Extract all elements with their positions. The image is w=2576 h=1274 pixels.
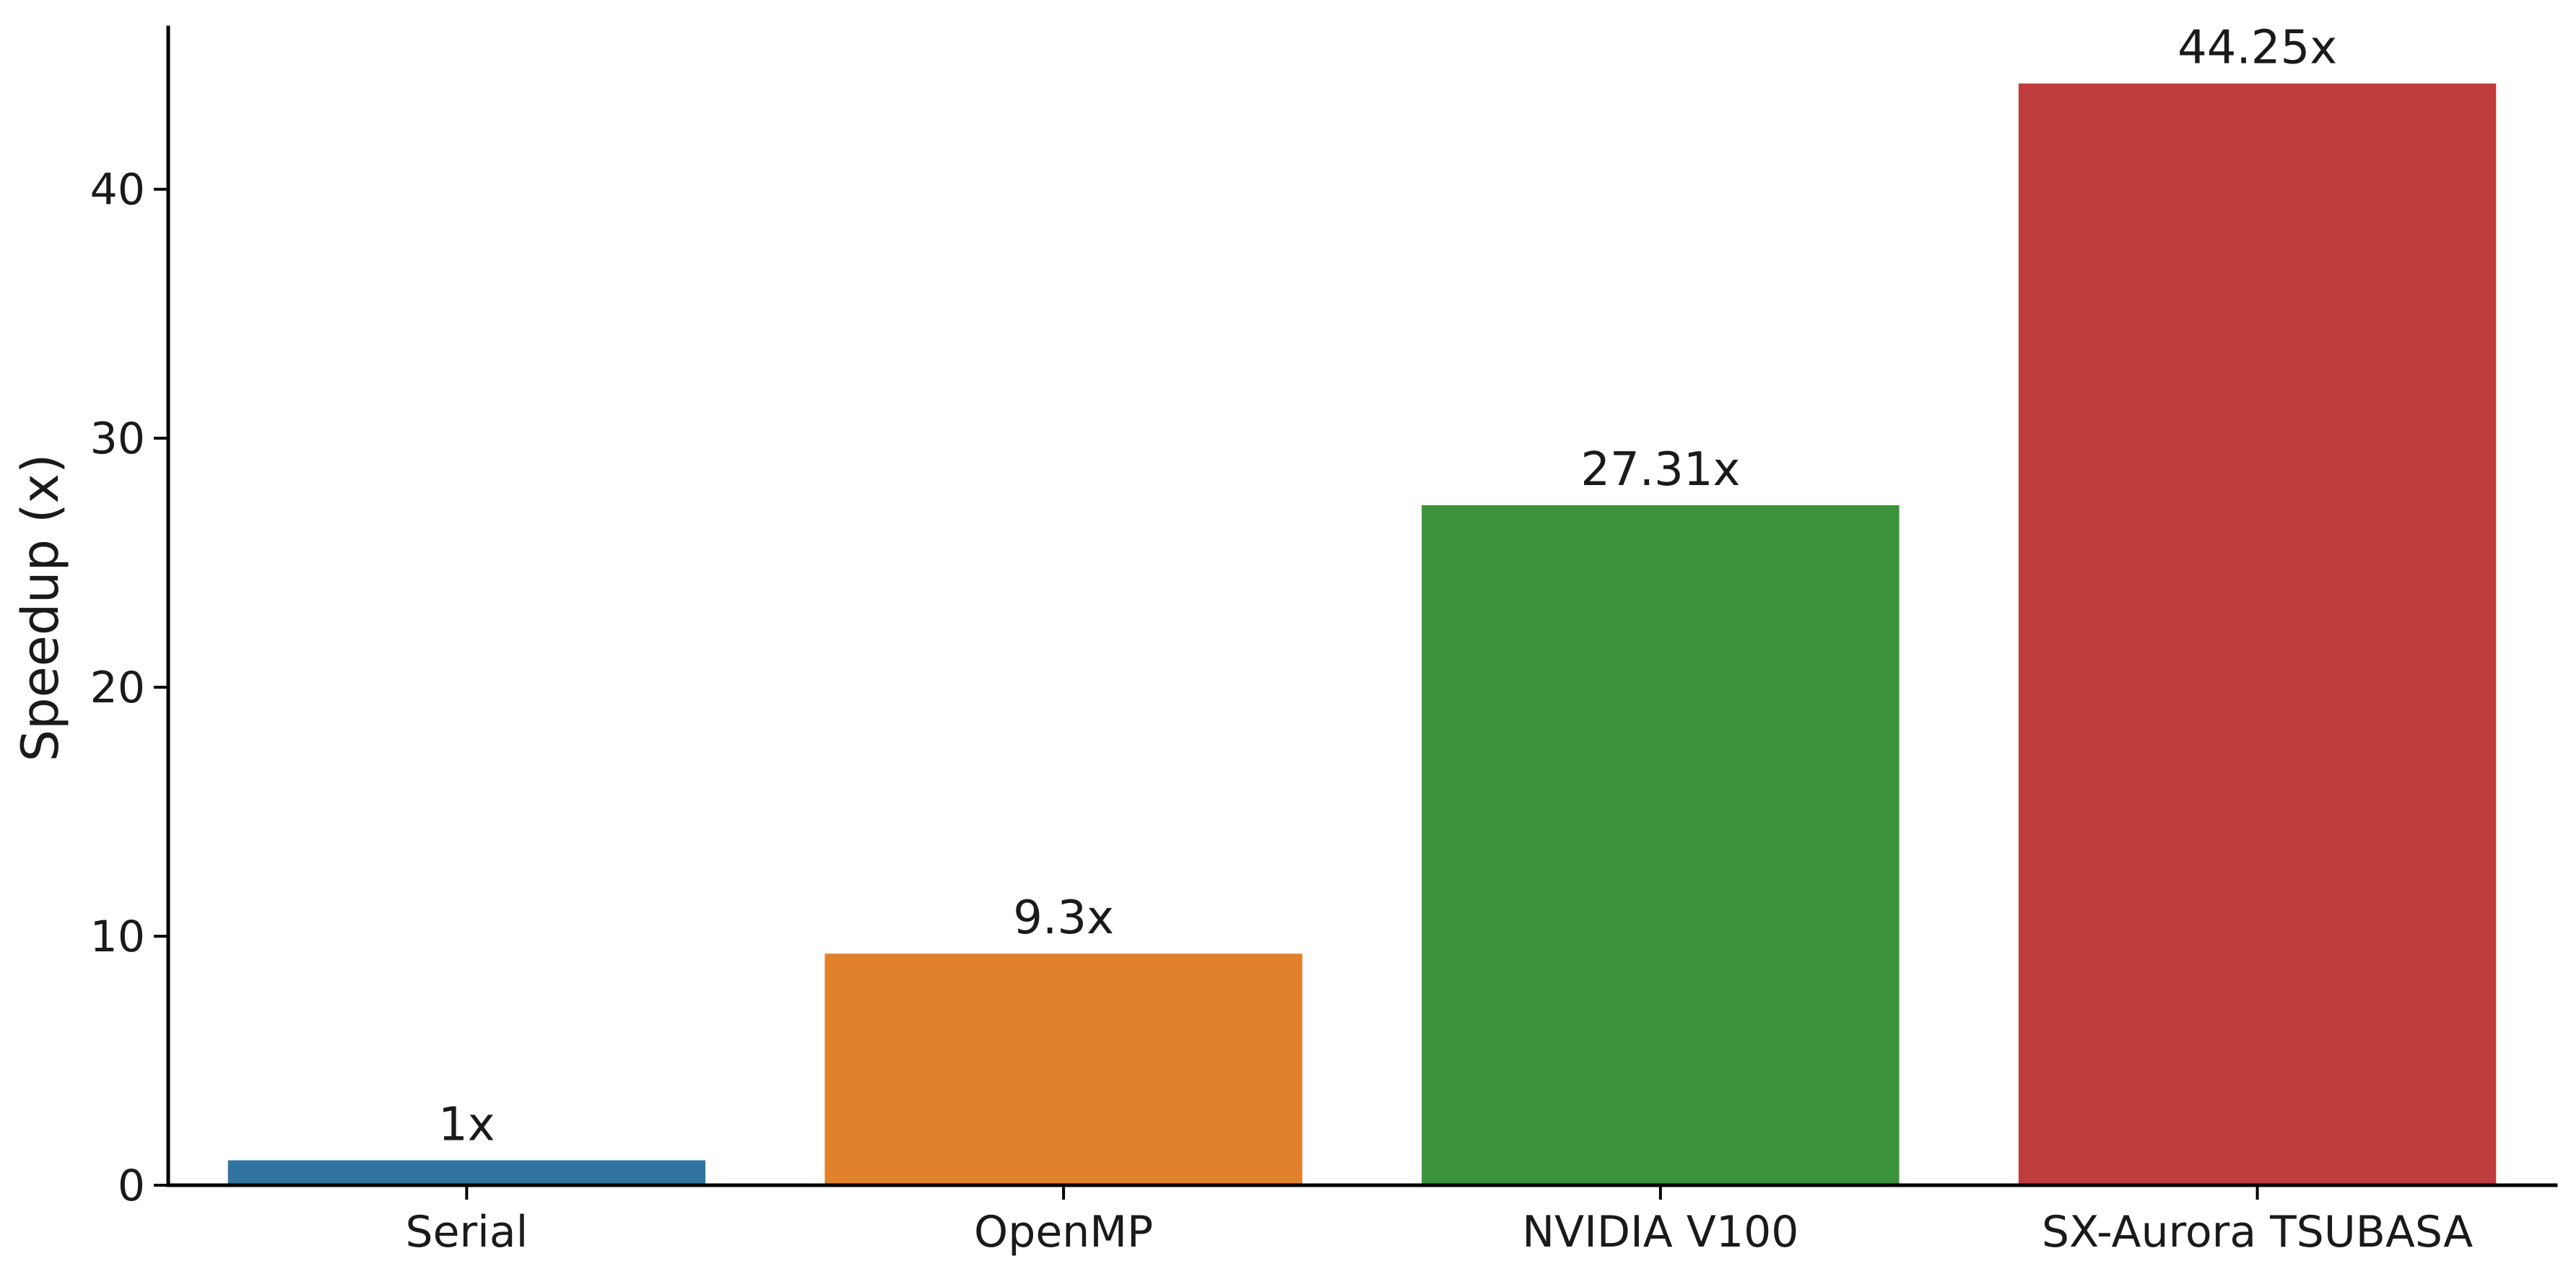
y-tick-label: 30 — [90, 414, 145, 464]
bar-2 — [1422, 505, 1900, 1185]
bar-0 — [227, 1160, 706, 1185]
bar-value-label: 1x — [438, 1099, 495, 1152]
x-tick-label: SX-Aurora TSUBASA — [2042, 1207, 2473, 1257]
y-tick-label: 40 — [90, 165, 145, 215]
x-axis-ticks: Serial OpenMP NVIDIA V100 SX-Aurora TSUBASA — [405, 1185, 2473, 1257]
bar-value-label: 9.3x — [1013, 891, 1114, 945]
bars-layer — [227, 83, 2497, 1185]
y-axis-title: Speedup (x) — [11, 454, 70, 762]
y-tick-label: 0 — [118, 1161, 145, 1211]
y-axis-ticks: 0 10 20 30 40 — [90, 165, 168, 1211]
bar-3 — [2018, 83, 2497, 1185]
bar-value-label: 44.25x — [2177, 22, 2337, 75]
y-tick-label: 20 — [90, 663, 145, 713]
x-tick-label: Serial — [405, 1207, 528, 1257]
data-labels-layer: 1x 9.3x 27.31x 44.25x — [438, 22, 2337, 1152]
bar-1 — [824, 954, 1302, 1185]
x-tick-label: NVIDIA V100 — [1522, 1207, 1798, 1257]
y-tick-label: 10 — [90, 912, 145, 962]
x-tick-label: OpenMP — [974, 1207, 1153, 1257]
bar-value-label: 27.31x — [1580, 443, 1740, 497]
